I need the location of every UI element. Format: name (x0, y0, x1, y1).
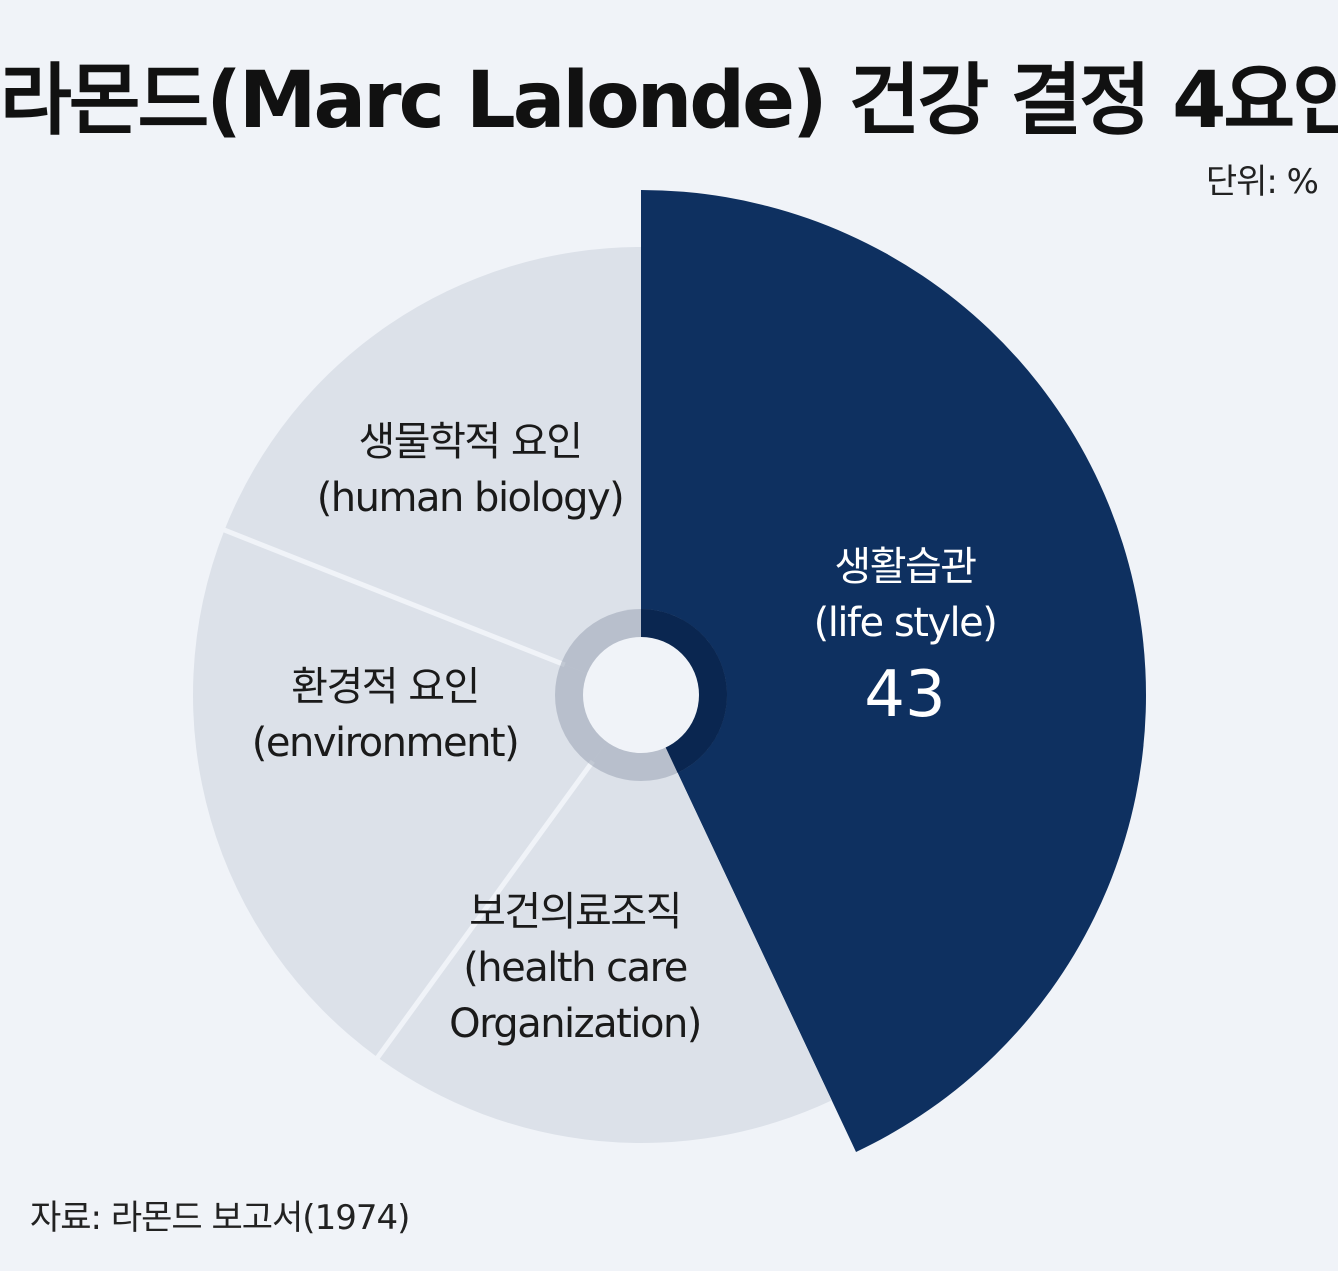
unit-label: 단위: % (1205, 162, 1319, 202)
slices (192, 190, 1147, 1152)
slice-label-2-name-en2: Organization) (449, 1001, 701, 1047)
slice-value-1: 43 (864, 658, 945, 732)
slice-label-2-name: 보건의료조직 (469, 889, 681, 935)
center-hole (583, 637, 699, 753)
slice-label-1-name: 생활습관 (834, 544, 976, 590)
source-note: 자료: 라몬드 보고서(1974) (30, 1198, 410, 1238)
slice-label-4-name: 생물학적 요인 (358, 419, 581, 465)
pie-slice-1 (641, 190, 1147, 1152)
pie-slice-2 (377, 695, 832, 1143)
slice-label-3-name-en: (environment) (252, 720, 518, 766)
chart-title: 라몬드(Marc Lalonde) 건강 결정 4요인 (0, 56, 1338, 146)
slice-label-1-name-en: (life style) (814, 600, 997, 646)
slice-separator (374, 759, 595, 1061)
slice-separator (221, 527, 566, 668)
slice-label-2-name-en: (health care (463, 945, 687, 991)
pie-slice-4 (224, 247, 641, 695)
pie-slice-3 (192, 530, 641, 1058)
slice-label-4-name-en: (human biology) (317, 475, 624, 521)
slice-label-3-name: 환경적 요인 (291, 664, 479, 710)
